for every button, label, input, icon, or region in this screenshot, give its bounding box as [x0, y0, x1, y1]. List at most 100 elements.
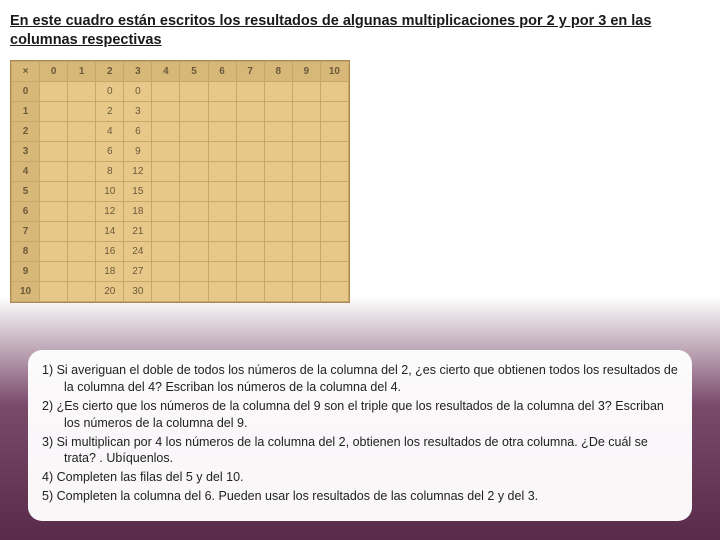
col-header: 4 — [152, 61, 180, 81]
cell — [180, 221, 208, 241]
table-row: 369 — [12, 141, 349, 161]
cell — [320, 181, 348, 201]
cell — [152, 101, 180, 121]
table-row: 81624 — [12, 241, 349, 261]
cell — [208, 221, 236, 241]
cell — [180, 101, 208, 121]
cell: 4 — [96, 121, 124, 141]
table-row: 1 23 — [12, 101, 349, 121]
row-header: 4 — [12, 161, 40, 181]
cell — [264, 161, 292, 181]
cell — [320, 101, 348, 121]
cell — [180, 81, 208, 101]
cell — [320, 141, 348, 161]
cell — [68, 201, 96, 221]
cell — [208, 241, 236, 261]
question-4: 4) Completen las filas del 5 y del 10. — [42, 469, 678, 486]
col-header: 1 — [68, 61, 96, 81]
cell — [40, 81, 68, 101]
cell — [68, 101, 96, 121]
cell — [40, 101, 68, 121]
cell — [264, 101, 292, 121]
multiplication-table-image: × 0 1 2 3 4 5 6 7 8 9 10 000123246369481… — [10, 60, 350, 303]
cell — [152, 141, 180, 161]
cell — [68, 121, 96, 141]
cell — [292, 221, 320, 241]
col-header: 0 — [40, 61, 68, 81]
cell: 12 — [124, 161, 152, 181]
table-row: 6 1218 — [12, 201, 349, 221]
cell — [236, 261, 264, 281]
cell — [236, 181, 264, 201]
cell: 30 — [124, 281, 152, 301]
cell — [292, 261, 320, 281]
cell — [320, 121, 348, 141]
cell: 0 — [124, 81, 152, 101]
col-header: 7 — [236, 61, 264, 81]
cell — [264, 281, 292, 301]
questions-panel: 1) Si averiguan el doble de todos los nú… — [28, 350, 692, 521]
row-header: 0 — [12, 81, 40, 101]
cell: 3 — [124, 101, 152, 121]
row-header: 9 — [12, 261, 40, 281]
col-header: 3 — [124, 61, 152, 81]
cell — [152, 121, 180, 141]
cell — [292, 181, 320, 201]
table-header-row: × 0 1 2 3 4 5 6 7 8 9 10 — [12, 61, 349, 81]
table-row: 71421 — [12, 221, 349, 241]
cell — [152, 181, 180, 201]
cell: 27 — [124, 261, 152, 281]
cell — [236, 121, 264, 141]
cell — [320, 281, 348, 301]
cell — [40, 141, 68, 161]
table-row: 51015 — [12, 181, 349, 201]
cell: 24 — [124, 241, 152, 261]
cell — [292, 101, 320, 121]
cell — [208, 161, 236, 181]
cell — [236, 201, 264, 221]
cell: 10 — [96, 181, 124, 201]
cell — [292, 141, 320, 161]
cell — [152, 281, 180, 301]
col-header: 5 — [180, 61, 208, 81]
cell — [40, 281, 68, 301]
cell — [40, 181, 68, 201]
cell: 12 — [96, 201, 124, 221]
cell — [264, 261, 292, 281]
cell — [292, 81, 320, 101]
row-header: 6 — [12, 201, 40, 221]
row-header: 1 — [12, 101, 40, 121]
cell — [264, 121, 292, 141]
cell — [264, 81, 292, 101]
cell — [40, 121, 68, 141]
cell — [208, 141, 236, 161]
cell: 18 — [96, 261, 124, 281]
table-row: 000 — [12, 81, 349, 101]
cell — [208, 101, 236, 121]
cell — [180, 141, 208, 161]
cell — [208, 281, 236, 301]
cell: 21 — [124, 221, 152, 241]
row-header: 10 — [12, 281, 40, 301]
cell — [236, 81, 264, 101]
cell — [320, 241, 348, 261]
cell — [320, 201, 348, 221]
table-container: × 0 1 2 3 4 5 6 7 8 9 10 000123246369481… — [0, 56, 720, 307]
cell: 9 — [124, 141, 152, 161]
cell — [236, 221, 264, 241]
cell — [68, 161, 96, 181]
cell — [180, 261, 208, 281]
cell — [208, 261, 236, 281]
cell — [292, 281, 320, 301]
cell — [40, 221, 68, 241]
cell: 8 — [96, 161, 124, 181]
cell — [180, 161, 208, 181]
cell: 2 — [96, 101, 124, 121]
cell: 18 — [124, 201, 152, 221]
cell — [68, 81, 96, 101]
cell — [40, 241, 68, 261]
question-1: 1) Si averiguan el doble de todos los nú… — [42, 362, 678, 396]
cell — [236, 141, 264, 161]
cell — [40, 261, 68, 281]
cell — [152, 81, 180, 101]
